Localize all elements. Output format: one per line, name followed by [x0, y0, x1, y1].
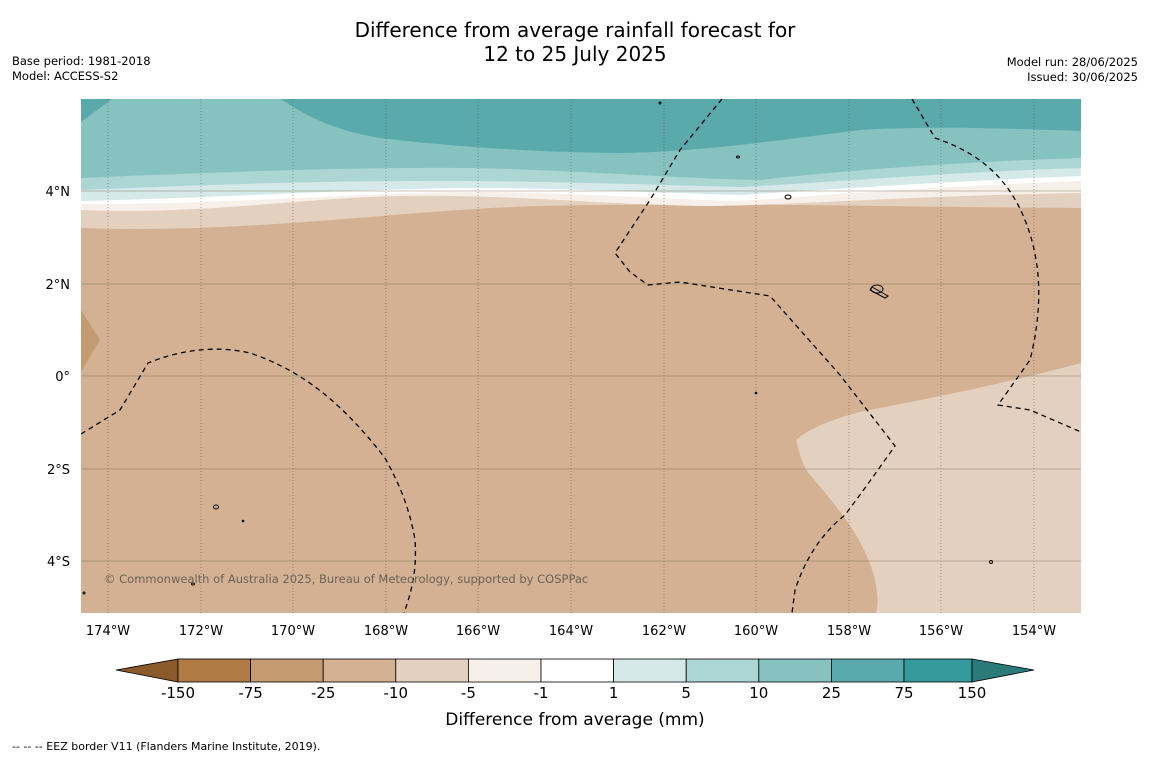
colorbar-label: -10 — [383, 684, 409, 702]
region-anomaly-plus25-west — [81, 99, 112, 122]
island-malden — [213, 504, 219, 510]
title-line-2: 12 to 25 July 2025 — [483, 42, 667, 66]
lon-tick-162w: 162°W — [642, 624, 686, 639]
region-anomaly-plus25 — [281, 99, 1081, 153]
model-text: Model: ACCESS-S2 — [12, 69, 119, 83]
colorbar-bin-7 — [613, 658, 687, 683]
colorbar-label: -75 — [238, 684, 263, 702]
colorbar-label: -150 — [160, 684, 196, 702]
island-teraina — [736, 155, 740, 159]
eez-border-line-islands-east — [911, 99, 1081, 433]
lon-tick-154w: 154°W — [1012, 624, 1056, 639]
colorbar-bin-4 — [395, 658, 469, 683]
lon-tick-168w: 168°W — [364, 624, 408, 639]
colorbar-bin-11 — [903, 658, 973, 683]
colorbar-label: 1 — [608, 684, 619, 702]
colorbar-label: -1 — [533, 684, 549, 702]
eez-legend-note: -- -- -- EEZ border V11 (Flanders Marine… — [12, 740, 321, 753]
title-line-1: Difference from average rainfall forecas… — [354, 18, 796, 42]
colorbar-extend-high — [971, 658, 1035, 683]
island-palmyra — [658, 101, 662, 105]
colorbar-label: 25 — [821, 684, 841, 702]
meta-left: Base period: 1981-2018 Model: ACCESS-S2 — [12, 54, 151, 84]
colorbar-bin-10 — [831, 658, 905, 683]
colorbar-bin-5 — [467, 658, 542, 683]
meta-right: Model run: 28/06/2025 Issued: 30/06/2025 — [1007, 55, 1138, 85]
colorbar-bin-8 — [685, 658, 760, 683]
eez-border-kiribati-gilbert — [81, 348, 417, 613]
lon-tick-164w: 164°W — [549, 624, 593, 639]
islands — [82, 101, 993, 595]
lon-tick-160w: 160°W — [734, 624, 778, 639]
region-anomaly-minus10-southeast — [796, 363, 1081, 613]
base-period-text: Base period: 1981-2018 — [12, 54, 151, 68]
colorbar — [115, 658, 1035, 683]
lon-tick-156w: 156°W — [919, 624, 963, 639]
colorbar-label: 75 — [894, 684, 914, 702]
lon-tick-172w: 172°W — [179, 624, 223, 639]
lon-tick-158w: 158°W — [827, 624, 871, 639]
colorbar-title: Difference from average (mm) — [445, 710, 705, 730]
lon-tick-174w: 174°W — [86, 624, 130, 639]
colorbar-bin-6 — [540, 658, 614, 683]
colorbar-bin-3 — [322, 658, 397, 683]
colorbar-label: 10 — [749, 684, 769, 702]
colorbar-label: 150 — [957, 684, 987, 702]
colorbar-bin-2 — [250, 658, 324, 683]
island-flint — [989, 560, 993, 564]
colorbar-bin-9 — [758, 658, 832, 683]
issued-text: Issued: 30/06/2025 — [1027, 70, 1138, 84]
copyright-credit: © Commonwealth of Australia 2025, Bureau… — [104, 572, 589, 586]
region-anomaly-minus75-west — [81, 310, 100, 372]
colorbar-bin-1 — [177, 658, 251, 683]
lat-tick-2s: 2°S — [47, 463, 70, 478]
model-run-text: Model run: 28/06/2025 — [1006, 55, 1138, 69]
latitude-lines — [81, 190, 1081, 562]
lat-tick-0: 0° — [55, 370, 70, 385]
lat-tick-4s: 4°S — [47, 555, 70, 570]
eez-borders — [81, 99, 1081, 613]
chart-title: Difference from average rainfall forecas… — [0, 18, 1150, 66]
lon-tick-166w: 166°W — [456, 624, 500, 639]
island-tabuaeran — [784, 194, 792, 200]
lat-tick-4n: 4°N — [46, 185, 71, 200]
colorbar-extend-low — [115, 658, 179, 683]
colorbar-label: -25 — [310, 684, 336, 702]
lon-tick-170w: 170°W — [271, 624, 315, 639]
lat-tick-2n: 2°N — [46, 278, 71, 293]
colorbar-label: 5 — [681, 684, 691, 702]
colorbar-label: -5 — [460, 684, 476, 702]
